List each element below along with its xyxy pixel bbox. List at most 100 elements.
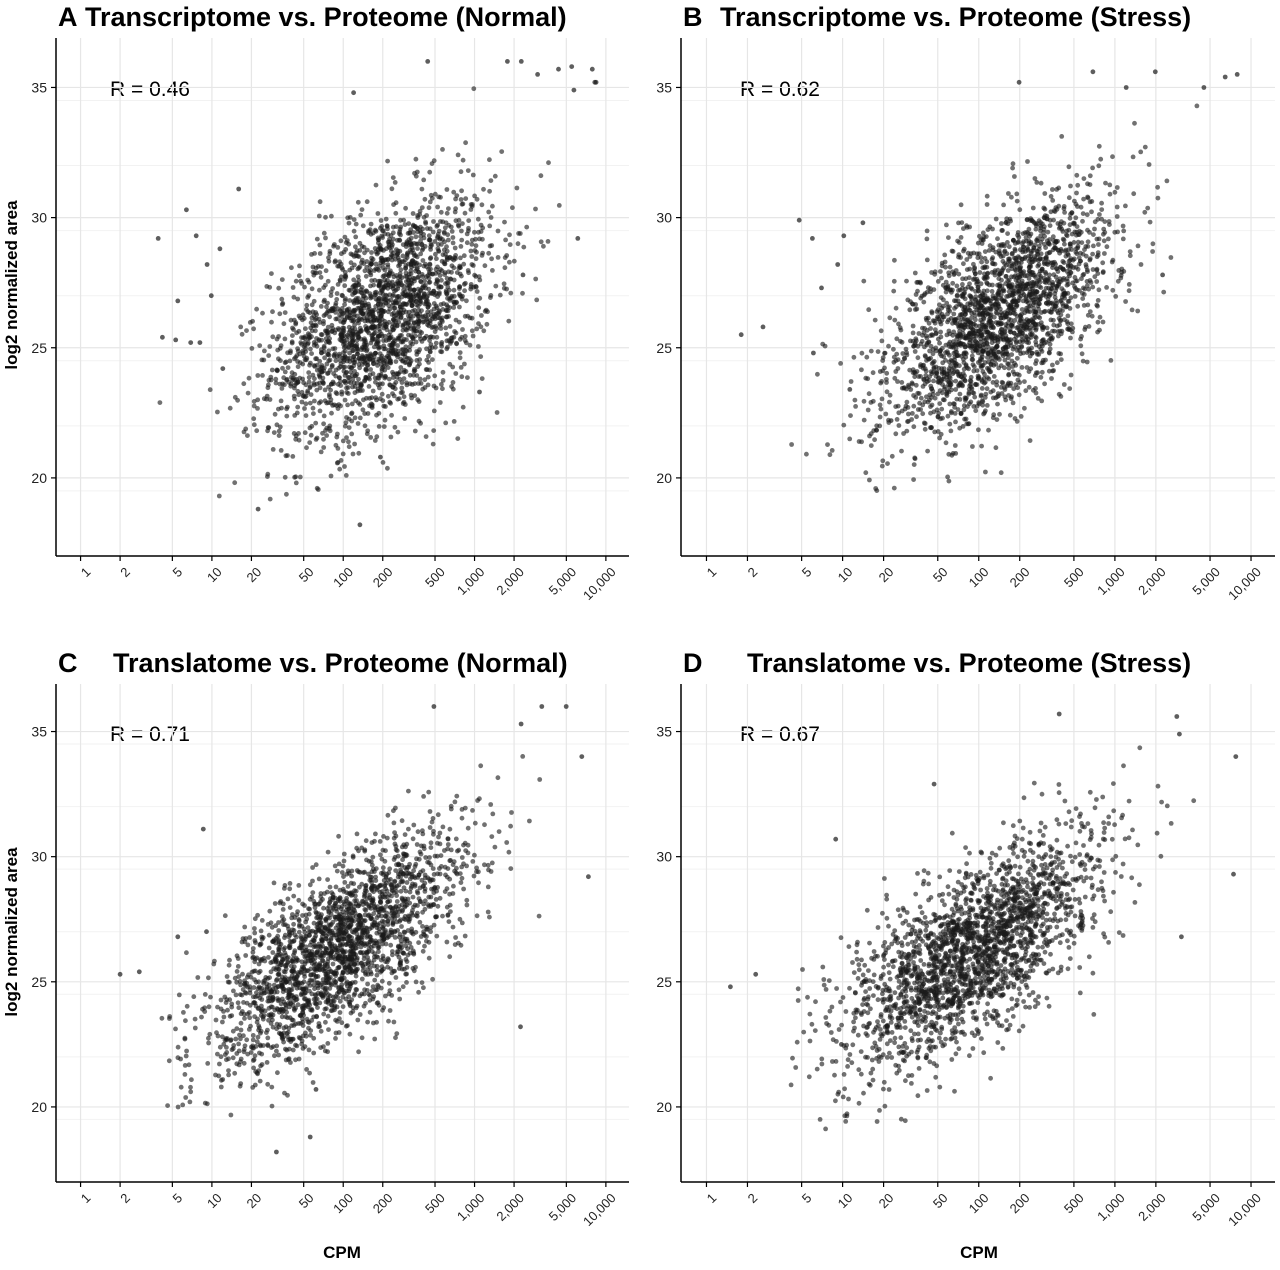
data-point [1066,228,1071,233]
data-point [863,470,868,475]
data-point [319,450,324,455]
data-point [451,235,456,240]
data-point [849,379,854,384]
data-point [954,268,959,273]
data-point [1028,438,1033,443]
data-point [463,211,468,216]
data-point [296,349,301,354]
data-point [1023,388,1028,393]
x-tick-label: 5 [799,564,815,580]
data-point [1061,237,1066,242]
data-point [375,341,380,346]
data-point [301,335,306,340]
data-point [449,384,454,389]
data-point [452,329,457,334]
data-point [486,910,491,915]
data-point [940,382,945,387]
data-point [892,486,897,491]
data-point [342,880,347,885]
data-point [423,286,428,291]
data-point [436,315,441,320]
data-point [929,425,934,430]
data-point [1070,210,1075,215]
data-point [838,361,843,366]
data-point [1044,280,1049,285]
data-point [970,327,975,332]
data-point [382,326,387,331]
data-point [312,299,317,304]
data-point [1093,219,1098,224]
data-point [390,350,395,355]
data-point [937,341,942,346]
data-point [1035,370,1040,375]
data-point [950,288,955,293]
data-point [481,328,486,333]
data-point [1040,344,1045,349]
data-point [415,275,420,280]
data-point [273,412,278,417]
data-point [462,282,467,287]
data-point [931,347,936,352]
data-point [374,183,379,188]
data-point [1003,358,1008,363]
data-point [323,215,328,220]
data-point [370,326,375,331]
data-point [1127,282,1132,287]
data-point [1046,230,1051,235]
data-point [841,423,846,428]
data-point [1131,191,1136,196]
data-point [891,347,896,352]
data-point [317,214,322,219]
data-point [991,415,996,420]
data-point [242,430,247,435]
data-point [244,328,249,333]
data-point [341,356,346,361]
data-point [878,369,883,374]
data-point [947,422,952,427]
data-point [387,382,392,387]
data-point [260,311,265,316]
data-point [269,969,274,974]
data-point [272,1053,277,1058]
data-point [401,401,406,406]
data-point [1011,369,1016,374]
data-point [1096,320,1101,325]
data-point [1068,216,1073,221]
data-point [1034,283,1039,288]
data-point [435,335,440,340]
data-point [1111,258,1116,263]
data-point [1010,364,1015,369]
data-point [1091,244,1096,249]
data-point [252,422,257,427]
data-point [887,315,892,320]
data-point [293,320,298,325]
data-point [1018,351,1023,356]
data-point [953,443,958,448]
data-point [950,333,955,338]
data-point [905,400,910,405]
data-point [341,365,346,370]
data-point [318,375,323,380]
data-point [1014,303,1019,308]
data-point [1010,266,1015,271]
data-point [892,258,897,263]
data-point [1050,337,1055,342]
data-point [1096,242,1101,247]
data-point [421,178,426,183]
data-point [456,223,461,228]
data-point [960,384,965,389]
data-point [286,365,291,370]
data-point [1010,166,1015,171]
data-point [1039,251,1044,256]
data-point [1066,314,1071,319]
data-point [378,455,383,460]
data-point [1130,308,1135,313]
data-point [323,236,328,241]
data-point [402,376,407,381]
data-point [1062,293,1067,298]
data-point [1051,218,1056,223]
data-point [420,187,425,192]
data-point [328,388,333,393]
data-point [418,234,423,239]
data-point [541,244,546,249]
